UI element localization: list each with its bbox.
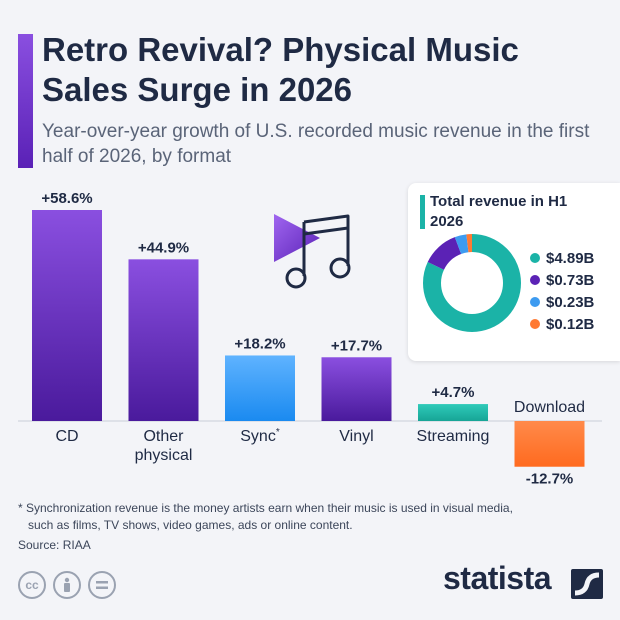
legend-item: $0.12B (530, 313, 594, 335)
category-label-other-physical: Other physical (135, 428, 193, 464)
attribution-icon[interactable] (53, 571, 81, 599)
value-label-vinyl: +17.7% (331, 337, 382, 354)
legend-swatch (530, 275, 540, 285)
value-label-streaming: +4.7% (432, 384, 475, 401)
bar-vinyl (321, 357, 392, 421)
value-label-cd: +58.6% (41, 190, 92, 207)
value-label-download: -12.7% (526, 471, 574, 488)
category-label-cd: CD (55, 428, 78, 445)
music-play-icon (274, 214, 351, 289)
legend-label: $0.12B (546, 315, 595, 333)
cc-icon[interactable]: cc (18, 571, 46, 599)
legend-label: $0.23B (546, 293, 595, 311)
revenue-donut (423, 234, 521, 332)
statista-logo-text[interactable]: statista (443, 560, 552, 596)
bar-download (514, 421, 585, 467)
donut-title: Total revenue in H1 2026 (430, 193, 568, 230)
page-subtitle: Year-over-year growth of U.S. recorded m… (42, 121, 590, 167)
card-accent-bar (420, 195, 425, 229)
statista-logo-icon[interactable] (571, 569, 603, 599)
legend-item: $0.73B (530, 269, 594, 291)
category-label-download: Download (514, 399, 585, 416)
legend-label: $4.89B (546, 249, 595, 267)
license-icons: cc (18, 571, 116, 599)
value-label-other-physical: +44.9% (138, 239, 189, 256)
total-revenue-card: Total revenue in H1 2026 $4.89B $0.73B $0.… (408, 183, 620, 361)
title-accent-bar (18, 34, 33, 168)
category-label-vinyl: Vinyl (339, 428, 373, 445)
bar-other-physical (128, 259, 199, 421)
legend-swatch (530, 319, 540, 329)
footnote-line-2: such as films, TV shows, video games, ad… (28, 518, 353, 532)
bar-cd (32, 210, 102, 421)
category-label-sync: Sync* (240, 427, 280, 445)
bar-sync (225, 355, 295, 421)
bar-streaming (418, 404, 488, 421)
bar-chart: +58.6% CD +44.9% Other physical +18.2% Sync* +1… (18, 190, 602, 488)
value-label-sync: +18.2% (234, 335, 285, 352)
no-derivatives-icon[interactable] (88, 571, 116, 599)
footnote-line-1: * Synchronization revenue is the money a… (18, 501, 513, 515)
donut-legend: $4.89B $0.73B $0.23B $0.12B (530, 247, 594, 335)
legend-swatch (530, 253, 540, 263)
legend-swatch (530, 297, 540, 307)
category-label-streaming: Streaming (417, 428, 490, 445)
page-title: Retro Revival? Physical Music Sales Surg… (42, 31, 519, 108)
legend-label: $0.73B (546, 271, 595, 289)
donut-slice-4 (423, 234, 521, 332)
source-note: Source: RIAA (18, 538, 91, 552)
legend-item: $0.23B (530, 291, 594, 313)
legend-item: $4.89B (530, 247, 594, 269)
footnote: * Synchronization revenue is the money a… (18, 500, 608, 534)
